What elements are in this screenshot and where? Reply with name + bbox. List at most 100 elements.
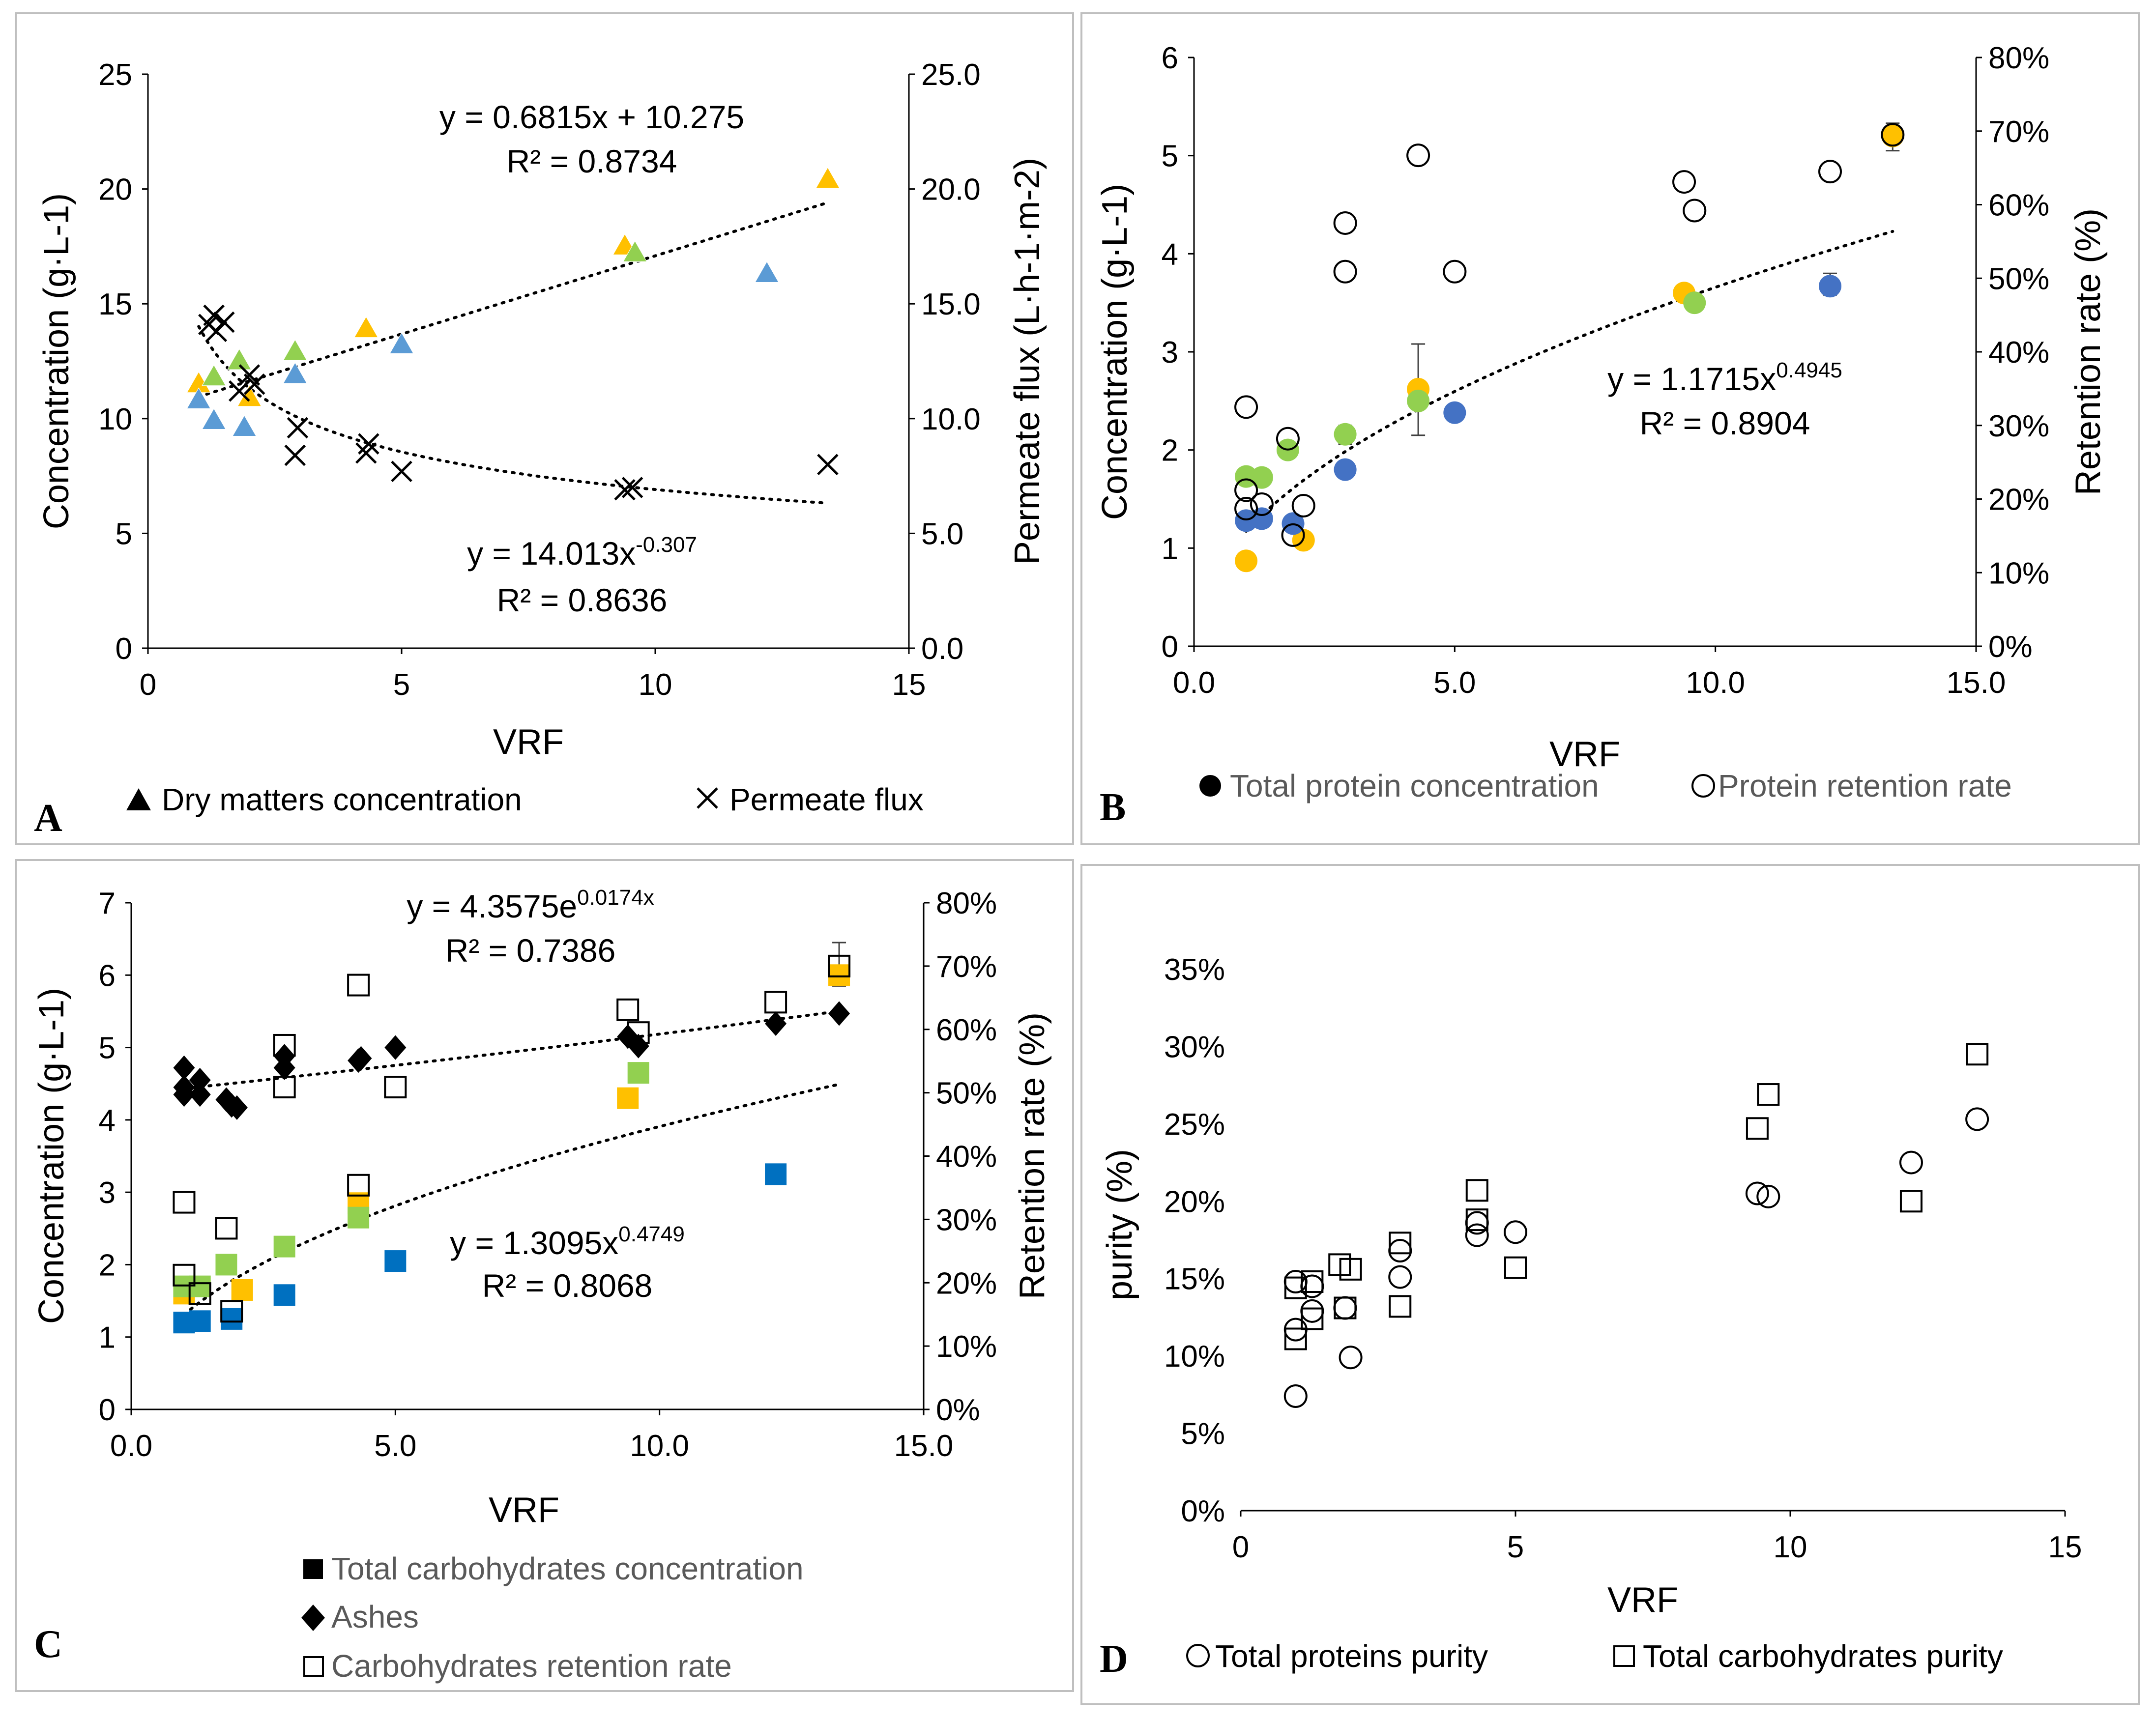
panel-b: 0.0 5.0 10.0 15.0 0 1 2 3 4 5 6 0% 10% 20% 30% 40% 50% 60… (1080, 12, 2140, 845)
x-tick-label: 0.0 (110, 1429, 152, 1463)
chart-d-ylabel: purity (%) (1100, 1149, 1139, 1300)
x-tick-label: 15.0 (1947, 666, 2006, 700)
chart-a: 0 5 10 15 0 5 10 15 20 25 0.0 5.0 10.0 15.0 20.0 25.0 V… (34, 58, 1047, 840)
x-tick-label: 0 (1232, 1530, 1249, 1564)
data-point-open-circle (1818, 160, 1842, 184)
chart-b-eq1-line1: y = 1.1715x0.4945 (1607, 358, 1842, 397)
data-point-square (765, 1163, 787, 1185)
chart-b-ylabel: Concentration (g·L-1) (1095, 184, 1135, 520)
data-point-open-circle (1899, 1150, 1923, 1175)
y2-tick-label: 10.0 (921, 402, 981, 436)
chart-c-ylabel: Concentration (g·L-1) (32, 988, 71, 1324)
data-point-triangle (202, 408, 227, 430)
data-point-square (215, 1254, 237, 1276)
y2-tick-label: 25.0 (921, 58, 981, 92)
data-point-triangle (186, 387, 211, 409)
y2-tick-label: 10% (936, 1330, 997, 1364)
data-point-square (273, 1235, 295, 1258)
chart-b-axes (1193, 57, 1977, 647)
chart-c-legend: Total carbohydrates concentration Ashes … (301, 1551, 804, 1684)
chart-d-legend: Total proteins purity Total carbohydrate… (1186, 1638, 2003, 1674)
data-point-open-square (1284, 1276, 1307, 1299)
data-point-open-circle (1388, 1265, 1412, 1289)
y-tick-label: 30% (1164, 1030, 1225, 1064)
x-tick-label: 15 (892, 668, 926, 702)
legend-b-open-circle-icon (1691, 774, 1715, 798)
data-point-square (189, 1310, 211, 1332)
panel-a-letter: A (34, 797, 62, 840)
legend-b-item-1: Protein retention rate (1718, 768, 2012, 803)
data-point-open-circle (1465, 1223, 1489, 1247)
chart-c-eq1-exp: 0.0174x (577, 886, 654, 910)
y-tick-label: 5% (1181, 1417, 1225, 1451)
data-point-open-square (1899, 1190, 1923, 1213)
data-point-open-circle (1965, 1107, 1989, 1131)
chart-b-trendlines (1245, 229, 1894, 533)
y-tick-label: 3 (1162, 336, 1178, 370)
chart-c-marks (173, 954, 851, 1334)
y-tick-label: 15% (1164, 1262, 1225, 1296)
data-point-circle (1334, 423, 1357, 446)
data-point-open-square (1504, 1256, 1527, 1279)
data-point-triangle (232, 415, 257, 436)
data-point-open-square (1334, 1296, 1357, 1319)
legend-d-open-square-icon (1613, 1645, 1635, 1667)
data-point-triangle (353, 316, 379, 338)
chart-c-eq2-prefix: y = 1.3095x (450, 1225, 618, 1261)
chart-c-eq2-exp: 0.4749 (618, 1222, 685, 1246)
y2-tick-label: 80% (1988, 41, 2049, 75)
legend-b-item-0: Total protein concentration (1230, 768, 1599, 803)
data-point-circle (1407, 389, 1430, 412)
y2-tick-label: 0.0 (921, 632, 963, 666)
chart-a-eq2-line2: R² = 0.8636 (497, 582, 668, 618)
y2-tick-label: 0% (936, 1393, 980, 1427)
chart-d-xlabel: VRF (1607, 1580, 1678, 1620)
panel-c-letter: C (34, 1623, 62, 1666)
data-point-open-circle (1250, 492, 1274, 516)
data-point-open-circle (1333, 1296, 1357, 1320)
x-tick-label: 5.0 (1433, 666, 1476, 700)
data-point-open-square (828, 954, 851, 977)
data-point-square (617, 1087, 639, 1109)
y2-tick-label: 20.0 (921, 173, 981, 207)
data-point-open-square (1465, 1208, 1488, 1232)
data-point-square (348, 1206, 370, 1229)
panel-c: 0.0 5.0 10.0 15.0 0 1 2 3 4 5 6 7 0% 10% 20% 30% 40% 50% 6… (15, 859, 1074, 1692)
y-tick-label: 15 (98, 287, 132, 321)
data-point-open-circle (1881, 123, 1905, 147)
chart-c: 0.0 5.0 10.0 15.0012345670%10%20%30%40%50%6… (32, 886, 1052, 1684)
chart-a-xlabel: VRF (493, 722, 564, 762)
chart-b-xlabel: VRF (1549, 735, 1620, 774)
trend-a-linear (197, 201, 829, 399)
data-point-diamond (189, 1067, 211, 1092)
chart-b-y2label: Retention rate (%) (2069, 208, 2108, 495)
chart-b-eq1-line2: R² = 0.8904 (1640, 405, 1810, 441)
data-point-open-circle (1333, 211, 1357, 235)
data-point-open-square (347, 974, 370, 997)
data-point-open-circle (1300, 1299, 1324, 1323)
data-point-open-square (215, 1217, 238, 1240)
data-point-circle (1235, 549, 1258, 573)
data-point-cross (228, 380, 250, 402)
data-point-square (828, 964, 850, 986)
data-point-open-circle (1756, 1184, 1780, 1208)
chart-a-y2label: Permeate flux (L·h-1·m-2) (1008, 158, 1047, 565)
data-point-open-square (1746, 1117, 1769, 1140)
y2-tick-label: 5.0 (921, 517, 963, 551)
trend-b-power (1245, 229, 1894, 533)
y-tick-label: 20 (98, 173, 132, 207)
data-point-open-square (627, 1021, 650, 1044)
data-point-diamond (828, 1001, 850, 1026)
data-point-diamond (384, 1035, 407, 1060)
data-point-triangle (755, 261, 779, 283)
y2-tick-label: 10% (1988, 556, 2049, 590)
data-point-open-square (273, 1076, 296, 1099)
data-point-open-circle (1276, 427, 1300, 451)
legend-d-item-1: Total carbohydrates purity (1643, 1638, 2003, 1674)
y2-tick-label: 80% (936, 887, 997, 920)
panel-b-letter: B (1100, 786, 1126, 829)
data-point-triangle (389, 332, 414, 354)
data-point-open-square (1757, 1083, 1780, 1106)
legend-d-item-0: Total proteins purity (1215, 1638, 1488, 1674)
data-point-open-square (1301, 1307, 1324, 1330)
